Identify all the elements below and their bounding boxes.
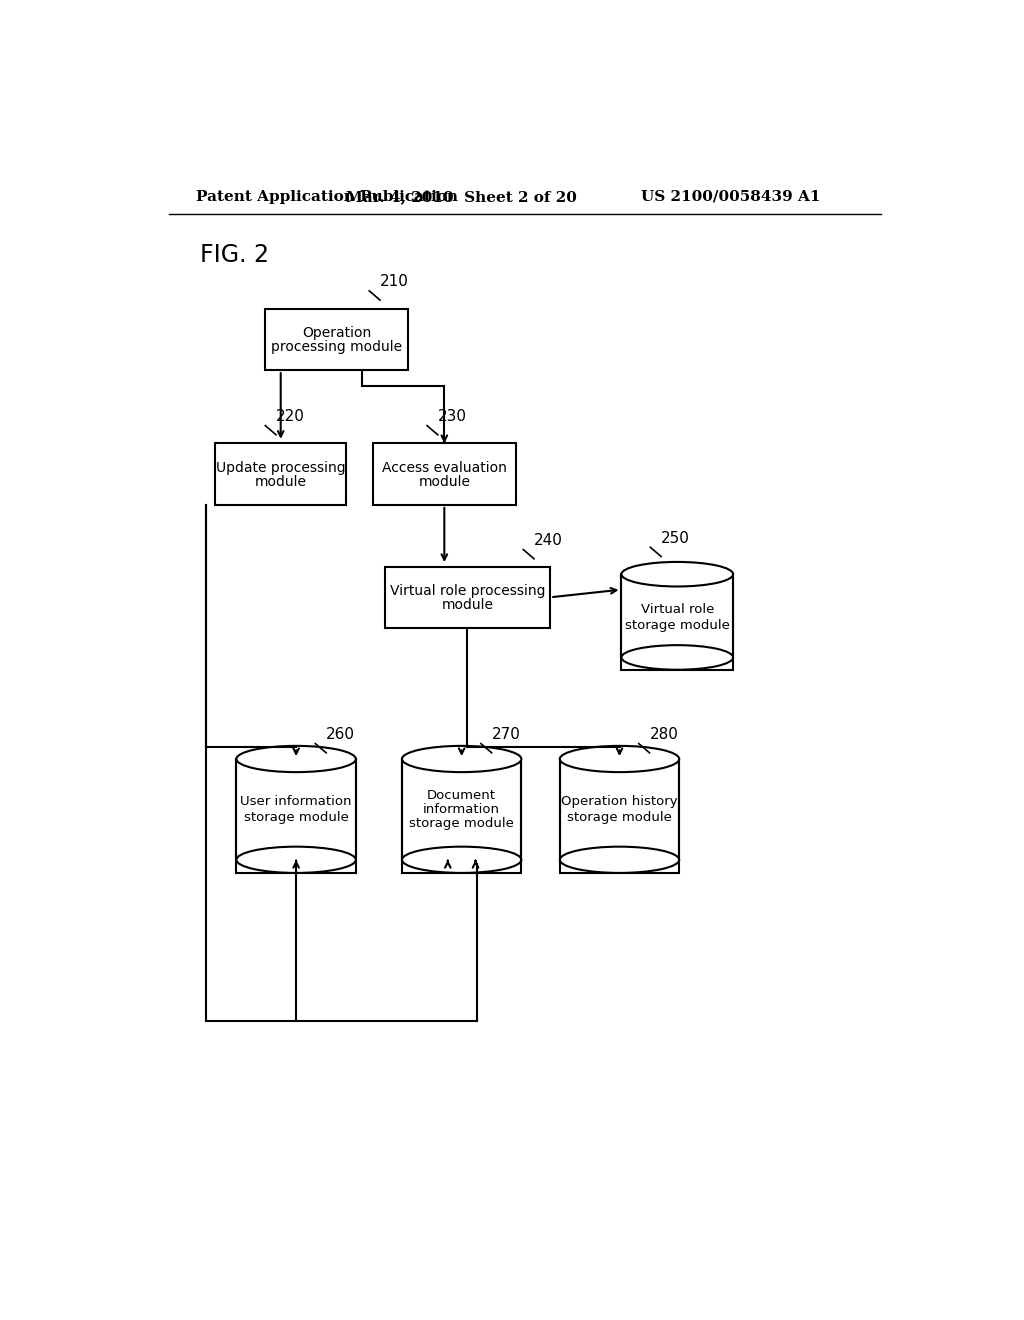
Text: information: information xyxy=(423,803,500,816)
Bar xyxy=(215,444,346,506)
Text: User information: User information xyxy=(241,795,352,808)
Text: 230: 230 xyxy=(438,409,467,424)
Ellipse shape xyxy=(237,846,355,873)
Ellipse shape xyxy=(560,746,679,772)
Text: Operation: Operation xyxy=(302,326,371,341)
Text: Mar. 4, 2010  Sheet 2 of 20: Mar. 4, 2010 Sheet 2 of 20 xyxy=(346,190,578,203)
Ellipse shape xyxy=(402,846,521,873)
Text: 210: 210 xyxy=(380,275,409,289)
Text: module: module xyxy=(441,598,494,612)
Text: Update processing: Update processing xyxy=(216,461,345,475)
Text: module: module xyxy=(255,475,307,488)
Text: storage module: storage module xyxy=(625,619,730,631)
Text: Access evaluation: Access evaluation xyxy=(382,461,507,475)
Text: 240: 240 xyxy=(535,533,563,548)
Ellipse shape xyxy=(402,746,521,772)
Ellipse shape xyxy=(622,645,733,669)
Text: FIG. 2: FIG. 2 xyxy=(200,243,269,267)
Text: Operation history: Operation history xyxy=(561,795,678,808)
Text: storage module: storage module xyxy=(244,810,348,824)
Text: Patent Application Publication: Patent Application Publication xyxy=(196,190,458,203)
Ellipse shape xyxy=(237,746,355,772)
Bar xyxy=(560,759,679,873)
Bar xyxy=(373,444,515,506)
Text: storage module: storage module xyxy=(567,810,672,824)
Text: Virtual role processing: Virtual role processing xyxy=(390,585,545,598)
Bar xyxy=(622,574,733,669)
Text: module: module xyxy=(419,475,470,488)
Text: Document: Document xyxy=(427,789,497,803)
Ellipse shape xyxy=(560,846,679,873)
Text: US 2100/0058439 A1: US 2100/0058439 A1 xyxy=(641,190,821,203)
Text: 270: 270 xyxy=(492,727,520,742)
Bar xyxy=(402,759,521,873)
Ellipse shape xyxy=(622,562,733,586)
Bar xyxy=(265,309,408,370)
Text: 250: 250 xyxy=(662,531,690,545)
Text: 280: 280 xyxy=(649,727,679,742)
Bar xyxy=(385,566,550,628)
Bar xyxy=(237,759,355,873)
Text: 220: 220 xyxy=(276,409,305,424)
Text: storage module: storage module xyxy=(410,817,514,830)
Text: Virtual role: Virtual role xyxy=(641,603,714,616)
Text: 260: 260 xyxy=(326,727,355,742)
Text: processing module: processing module xyxy=(271,341,402,354)
